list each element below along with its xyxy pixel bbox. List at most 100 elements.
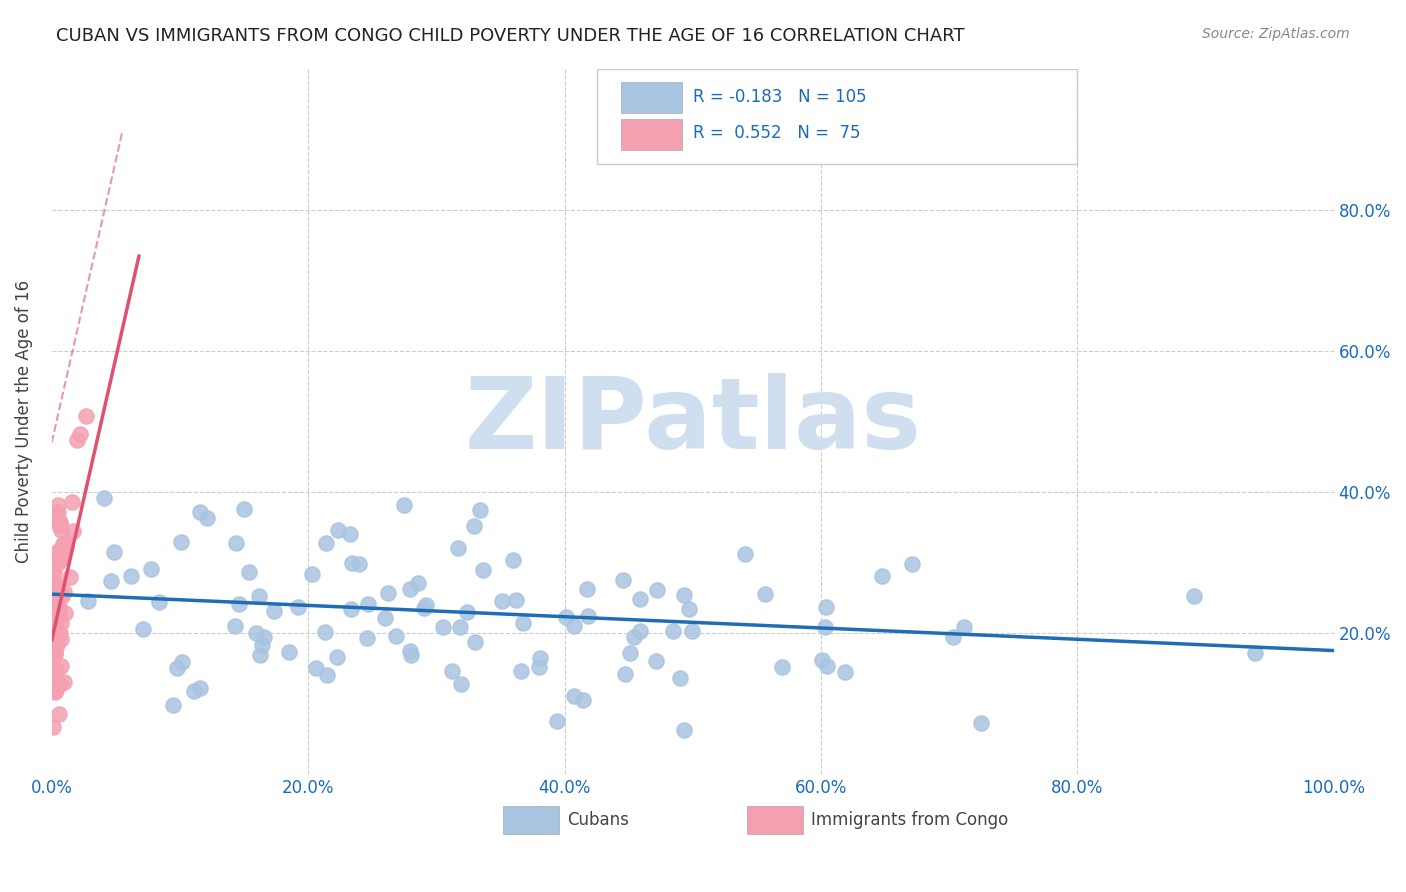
Point (46, 544, 69, 558)
Point (52, 538, 75, 552)
Point (263, 603, 285, 617)
Point (645, 654, 668, 668)
Text: ZIPatlas: ZIPatlas (464, 373, 921, 470)
Point (942, 630, 965, 644)
Point (529, 651, 551, 665)
Point (813, 620, 835, 634)
Point (399, 582, 422, 596)
Point (491, 594, 513, 608)
Y-axis label: Child Poverty Under the Age of 16: Child Poverty Under the Age of 16 (15, 280, 32, 563)
Point (315, 668, 337, 682)
Point (42, 720, 65, 734)
Point (49, 632, 72, 646)
Point (46, 624, 69, 638)
Point (340, 557, 363, 571)
Point (734, 547, 756, 561)
Point (449, 619, 471, 633)
Point (41, 582, 63, 596)
Point (357, 597, 380, 611)
Point (188, 681, 211, 696)
Point (45, 637, 67, 651)
Point (45, 508, 67, 523)
Point (562, 690, 585, 704)
Point (398, 644, 420, 658)
FancyBboxPatch shape (596, 69, 1077, 164)
Point (41, 599, 63, 613)
Point (48, 517, 70, 532)
Point (45, 663, 67, 677)
Point (53, 674, 76, 689)
Point (46, 498, 69, 512)
Point (374, 611, 396, 625)
Point (512, 615, 534, 630)
Point (247, 589, 270, 603)
Point (356, 631, 378, 645)
Point (48, 707, 70, 722)
Point (55, 535, 77, 549)
Point (42, 595, 65, 609)
Point (42, 564, 65, 578)
Point (628, 624, 651, 638)
Point (42, 574, 65, 589)
Point (252, 638, 274, 652)
Point (52, 585, 75, 599)
Point (228, 597, 250, 611)
Point (572, 693, 595, 707)
Point (120, 568, 142, 582)
Point (326, 649, 349, 664)
Point (1182, 589, 1205, 603)
Point (132, 622, 155, 636)
Point (44, 638, 66, 652)
Point (619, 646, 641, 660)
Point (668, 671, 690, 685)
Point (249, 648, 271, 663)
Point (224, 618, 246, 632)
Point (456, 605, 478, 619)
Point (673, 723, 696, 738)
Point (162, 698, 184, 712)
Point (49, 626, 72, 640)
Point (45, 640, 67, 654)
Point (45, 682, 67, 697)
Point (952, 620, 974, 634)
Point (45, 601, 67, 615)
Point (326, 523, 349, 537)
Point (46, 677, 69, 691)
Point (678, 602, 700, 616)
Point (100, 574, 122, 589)
Text: Source: ZipAtlas.com: Source: ZipAtlas.com (1202, 27, 1350, 41)
Point (502, 552, 524, 566)
Point (197, 511, 219, 525)
Point (46, 599, 69, 614)
Point (42, 631, 65, 645)
Point (42, 549, 65, 563)
Point (647, 583, 669, 598)
Point (770, 660, 793, 674)
Point (314, 624, 336, 639)
Point (575, 582, 598, 597)
Text: CUBAN VS IMMIGRANTS FROM CONGO CHILD POVERTY UNDER THE AGE OF 16 CORRELATION CHA: CUBAN VS IMMIGRANTS FROM CONGO CHILD POV… (56, 27, 965, 45)
Point (529, 659, 551, 673)
Point (49, 659, 72, 673)
Point (450, 677, 472, 691)
Point (45, 604, 67, 618)
Point (48, 599, 70, 614)
Point (66, 433, 89, 447)
Point (44, 665, 66, 680)
Point (555, 610, 578, 624)
Point (51, 523, 73, 537)
Point (46, 556, 69, 570)
Point (46, 624, 69, 639)
Point (339, 527, 361, 541)
Point (42, 591, 65, 605)
Point (46, 505, 69, 519)
Point (183, 683, 205, 698)
Point (45, 575, 67, 590)
Point (52, 537, 75, 551)
Point (315, 536, 337, 550)
Point (440, 664, 463, 678)
FancyBboxPatch shape (621, 82, 682, 113)
Point (44, 639, 66, 653)
Point (44, 635, 66, 649)
Point (44, 619, 66, 633)
